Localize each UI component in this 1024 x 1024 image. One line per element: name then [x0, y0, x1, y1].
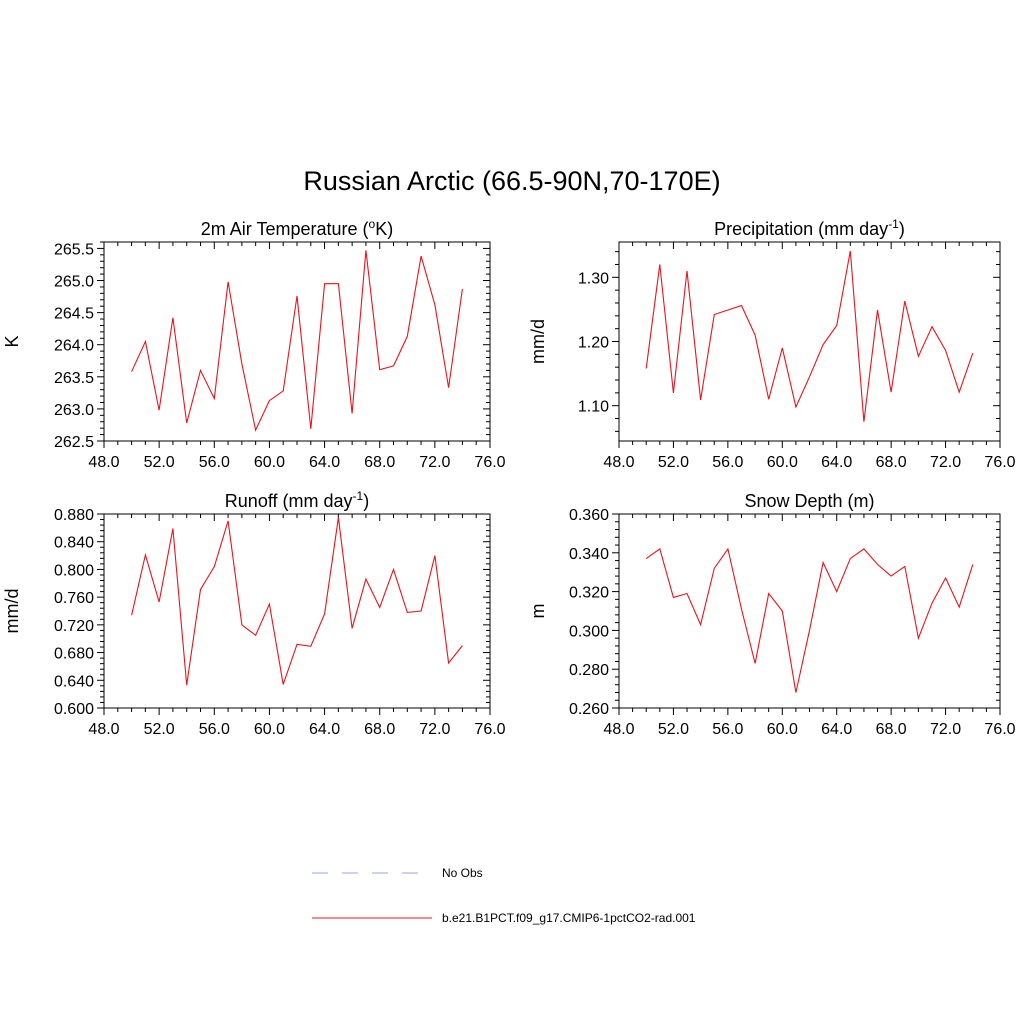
x-tick-label-runoff: 64.0: [309, 721, 340, 738]
series-line-snow-depth: [645, 547, 974, 693]
plot-frame-snow-depth: [618, 513, 1001, 709]
x-tick-label-precipitation: 68.0: [876, 454, 907, 471]
series-line-precipitation: [645, 250, 974, 422]
x-tick-label-air-temperature: 68.0: [364, 454, 395, 471]
panel-title-precipitation: Precipitation (mm day-1): [714, 217, 905, 239]
x-tick-label-runoff: 76.0: [474, 721, 505, 738]
y-tick-label-runoff: 0.600: [54, 701, 94, 718]
panel-precipitation: 48.0 52.0 56.0 60.0 64.0 68.0 72.0 76.0 1.10 1.20…: [528, 217, 1016, 471]
y-axis-label-snow-depth: m: [528, 604, 548, 619]
y-tick-label-air-temperature: 263.0: [54, 402, 94, 419]
x-tick-label-snow-depth: 64.0: [821, 721, 852, 738]
series-line-runoff: [131, 517, 463, 686]
y-tick-label-precipitation: 1.20: [578, 335, 609, 352]
y-tick-label-snow-depth: 0.280: [569, 662, 609, 679]
y-tick-label-air-temperature: 264.5: [54, 306, 94, 323]
y-tick-label-air-temperature: 265.0: [54, 274, 94, 291]
y-axis-label-precipitation: mm/d: [528, 319, 548, 364]
x-tick-label-precipitation: 48.0: [603, 454, 634, 471]
x-tick-label-air-temperature: 52.0: [144, 454, 175, 471]
x-tick-label-air-temperature: 48.0: [88, 454, 119, 471]
y-tick-label-runoff: 0.640: [54, 673, 94, 690]
y-tick-label-snow-depth: 0.340: [569, 546, 609, 563]
legend: No Obs b.e21.B1PCT.f09_g17.CMIP6-1pctCO2…: [312, 866, 696, 925]
y-tick-label-snow-depth: 0.320: [569, 585, 609, 602]
y-tick-label-runoff: 0.800: [54, 562, 94, 579]
y-tick-label-snow-depth: 0.300: [569, 623, 609, 640]
x-tick-label-snow-depth: 72.0: [930, 721, 961, 738]
chart-panels: 48.0 52.0 56.0 60.0 64.0 68.0 72.0 76.0 262.5 263…: [2, 217, 1016, 738]
x-tick-label-air-temperature: 56.0: [199, 454, 230, 471]
x-tick-label-snow-depth: 48.0: [603, 721, 634, 738]
y-axis-label-air-temperature: K: [2, 335, 22, 347]
x-tick-label-precipitation: 52.0: [658, 454, 689, 471]
y-tick-label-precipitation: 1.10: [578, 399, 609, 416]
y-tick-label-runoff: 0.720: [54, 618, 94, 635]
y-tick-label-air-temperature: 263.5: [54, 370, 94, 387]
y-tick-label-precipitation: 1.30: [578, 270, 609, 287]
x-tick-label-precipitation: 56.0: [712, 454, 743, 471]
x-tick-label-precipitation: 60.0: [767, 454, 798, 471]
legend-label-model-run: b.e21.B1PCT.f09_g17.CMIP6-1pctCO2-rad.00…: [442, 911, 696, 925]
x-tick-label-runoff: 68.0: [364, 721, 395, 738]
x-tick-label-precipitation: 76.0: [984, 454, 1015, 471]
x-tick-label-air-temperature: 60.0: [254, 454, 285, 471]
y-tick-label-runoff: 0.760: [54, 590, 94, 607]
x-tick-label-precipitation: 64.0: [821, 454, 852, 471]
y-tick-label-snow-depth: 0.360: [569, 507, 609, 524]
y-tick-label-air-temperature: 262.5: [54, 434, 94, 451]
x-tick-label-runoff: 48.0: [88, 721, 119, 738]
y-tick-label-air-temperature: 264.0: [54, 338, 94, 355]
plot-frame-runoff: [103, 513, 491, 709]
x-tick-label-air-temperature: 72.0: [419, 454, 450, 471]
y-tick-label-runoff: 0.880: [54, 507, 94, 524]
x-tick-label-runoff: 56.0: [199, 721, 230, 738]
legend-label-no-obs: No Obs: [442, 866, 483, 880]
y-tick-label-snow-depth: 0.260: [569, 701, 609, 718]
x-tick-label-air-temperature: 76.0: [474, 454, 505, 471]
x-tick-label-snow-depth: 60.0: [767, 721, 798, 738]
x-tick-label-runoff: 52.0: [144, 721, 175, 738]
y-axis-label-runoff: mm/d: [2, 589, 22, 634]
x-tick-label-runoff: 60.0: [254, 721, 285, 738]
series-line-air-temperature: [131, 250, 463, 432]
x-tick-label-runoff: 72.0: [419, 721, 450, 738]
plot-frame-precipitation: [618, 241, 1001, 442]
panel-air-temperature: 48.0 52.0 56.0 60.0 64.0 68.0 72.0 76.0 262.5 263…: [2, 217, 506, 471]
panel-snow-depth: 48.0 52.0 56.0 60.0 64.0 68.0 72.0 76.0 0.260 0.2…: [528, 491, 1016, 738]
panel-title-snow-depth: Snow Depth (m): [744, 491, 874, 511]
panel-title-runoff: Runoff (mm day-1): [225, 489, 369, 511]
x-tick-label-air-temperature: 64.0: [309, 454, 340, 471]
panel-title-air-temperature: 2m Air Temperature (oK): [201, 217, 393, 239]
y-tick-label-runoff: 0.840: [54, 535, 94, 552]
panel-runoff: 48.0 52.0 56.0 60.0 64.0 68.0 72.0 76.0 0.600 0.6…: [2, 489, 506, 738]
figure-title: Russian Arctic (66.5-90N,70-170E): [303, 166, 721, 196]
plot-frame-air-temperature: [103, 241, 491, 442]
y-tick-label-runoff: 0.680: [54, 646, 94, 663]
y-tick-label-air-temperature: 265.5: [54, 241, 94, 258]
x-tick-label-snow-depth: 68.0: [876, 721, 907, 738]
x-tick-label-precipitation: 72.0: [930, 454, 961, 471]
x-tick-label-snow-depth: 52.0: [658, 721, 689, 738]
x-tick-label-snow-depth: 76.0: [984, 721, 1015, 738]
x-tick-label-snow-depth: 56.0: [712, 721, 743, 738]
